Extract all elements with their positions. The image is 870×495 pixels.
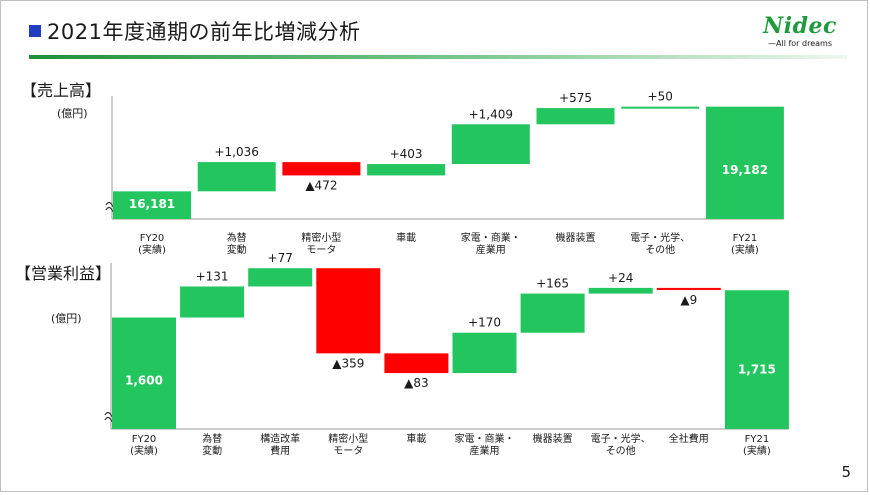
sales-bar <box>197 162 276 192</box>
sales-value-label: +1,036 <box>214 145 258 159</box>
profit-bar <box>452 332 517 374</box>
profit-category-label: モータ <box>333 445 363 457</box>
sales-value-label: ▲472 <box>305 178 337 192</box>
profit-category-label: FY20 <box>132 434 157 445</box>
profit-value-label: +24 <box>608 271 633 285</box>
profit-category-label: 電子・光学、 <box>591 432 651 445</box>
profit-category-label: その他 <box>606 444 636 457</box>
sales-category-label: 為替 <box>227 231 247 244</box>
profit-value-label: 1,600 <box>125 373 163 387</box>
sales-value-label: +575 <box>559 91 592 105</box>
profit-category-label: 精密小型 <box>328 432 368 445</box>
sales-category-label: 車載 <box>396 231 416 244</box>
profit-value-label: ▲83 <box>404 376 429 390</box>
profit-category-label: 機器装置 <box>533 432 573 445</box>
profit-value-label: +131 <box>196 269 229 283</box>
company-logo: Nidec —All for dreams <box>759 15 841 49</box>
logo-tagline: —All for dreams <box>768 39 832 48</box>
logo-wordmark: Nidec <box>763 13 837 39</box>
sales-value-label: +50 <box>648 90 673 104</box>
profit-bar <box>656 287 721 291</box>
sales-category-label: モータ <box>306 244 336 256</box>
sales-category-label: 家電・商業・ <box>461 231 521 244</box>
sales-value-label: 19,182 <box>722 163 768 177</box>
page-number: 5 <box>841 463 851 481</box>
sales-value-label: +403 <box>390 147 423 161</box>
profit-bar <box>180 286 245 318</box>
sales-bar <box>113 191 191 219</box>
profit-category-label: 車載 <box>406 432 426 445</box>
sales-value-label: 16,181 <box>129 197 175 211</box>
sales-category-label: (実績) <box>138 243 166 256</box>
sales-category-label: FY20 <box>140 233 165 244</box>
profit-category-label: 変動 <box>202 444 222 457</box>
page-title: 2021年度通期の前年比増減分析 <box>47 20 361 44</box>
profit-bar <box>384 353 449 374</box>
sales-category-label: (実績) <box>731 243 759 256</box>
profit-category-label: 為替 <box>202 432 222 445</box>
profit-category-label: 産業用 <box>470 444 500 457</box>
profit-value-label: ▲9 <box>680 293 697 307</box>
profit-value-label: +77 <box>268 251 293 265</box>
sales-bar <box>367 164 446 176</box>
sales-unit-label: (億円) <box>57 107 88 120</box>
profit-category-label: 全社費用 <box>669 432 709 445</box>
profit-heading: 【営業利益】 <box>15 264 112 283</box>
profit-bar <box>316 268 381 354</box>
profit-category-label: FY21 <box>745 434 770 445</box>
sales-bar <box>621 106 700 109</box>
sales-value-label: +1,409 <box>469 107 513 121</box>
sales-bar <box>282 162 361 176</box>
profit-value-label: +170 <box>468 316 501 330</box>
profit-category-label: (実績) <box>130 444 158 457</box>
sales-category-label: その他 <box>645 243 675 256</box>
profit-value-label: +165 <box>536 277 569 291</box>
title-marker <box>29 25 41 37</box>
profit-value-label: 1,715 <box>738 363 776 377</box>
profit-value-label: ▲359 <box>332 356 364 370</box>
sales-category-label: FY21 <box>733 233 758 244</box>
sales-category-label: 電子・光学、 <box>630 231 690 244</box>
profit-bar <box>112 317 176 429</box>
profit-unit-label: (億円) <box>51 312 82 325</box>
profit-bar <box>248 268 313 287</box>
profit-bar <box>520 293 585 333</box>
profit-category-label: 構造改革 <box>260 432 300 445</box>
sales-category-label: 変動 <box>227 243 247 256</box>
title-underline <box>29 55 847 59</box>
profit-bar <box>724 290 789 429</box>
sales-heading: 【売上高】 <box>21 81 102 100</box>
profit-bar <box>588 287 653 294</box>
profit-category-label: 費用 <box>270 444 290 457</box>
sales-category-label: 機器装置 <box>556 231 596 244</box>
sales-category-label: 産業用 <box>476 243 506 256</box>
profit-category-label: (実績) <box>743 444 771 457</box>
sales-bar <box>451 124 530 165</box>
sales-bar <box>536 108 615 125</box>
sales-bar <box>705 106 784 219</box>
profit-category-label: 家電・商業・ <box>455 432 515 445</box>
sales-category-label: 精密小型 <box>301 231 341 244</box>
